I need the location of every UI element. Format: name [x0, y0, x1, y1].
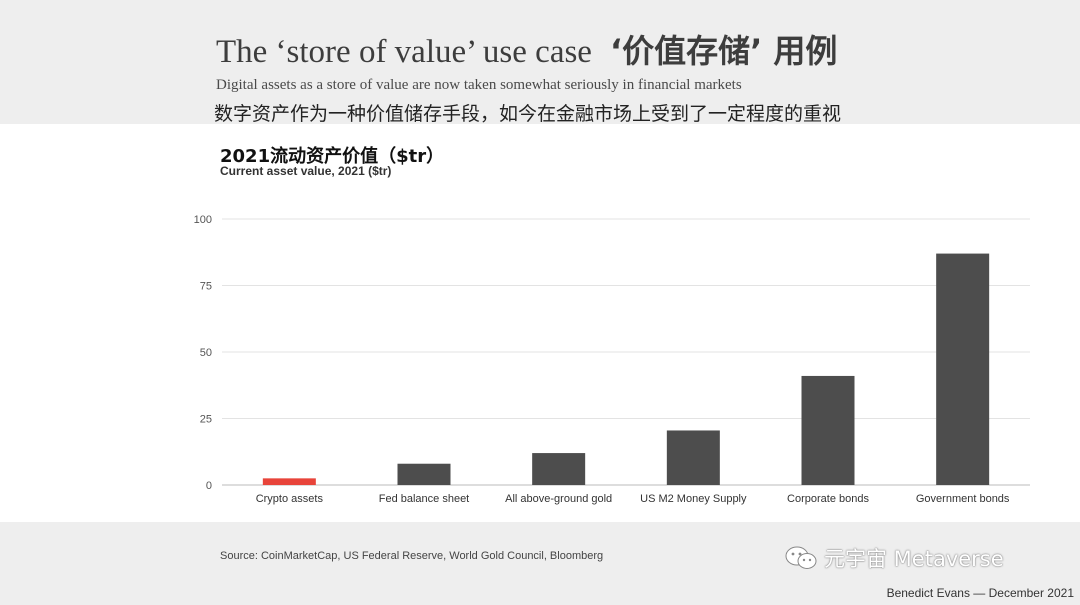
footer-band	[0, 522, 1080, 605]
slide-subtitle-zh: 数字资产作为一种价值储存手段，如今在金融市场上受到了一定程度的重视	[214, 103, 842, 125]
wechat-icon	[785, 546, 817, 569]
y-tick-label: 25	[200, 414, 212, 426]
x-tick-label: Crypto assets	[256, 493, 324, 505]
x-tick-label: Corporate bonds	[787, 493, 869, 505]
x-tick-label: US M2 Money Supply	[640, 493, 747, 505]
y-tick-label: 50	[200, 347, 212, 359]
slide-title-zh: ‘价值存储’ 用例	[609, 32, 838, 70]
y-tick-label: 75	[200, 281, 212, 293]
bar	[397, 463, 451, 485]
chart-title: 2021流动资产价值（$tr）	[220, 146, 445, 167]
slide-title-en: The ‘store of value’ use case	[216, 34, 592, 70]
bar	[532, 453, 586, 485]
y-tick-label: 0	[206, 480, 212, 492]
watermark-text: 元宇宙 Metaverse	[824, 547, 1004, 571]
bar	[801, 375, 855, 485]
bar	[936, 253, 990, 485]
watermark: 元宇宙 Metaverse	[784, 543, 1004, 573]
x-tick-label: Fed balance sheet	[379, 493, 470, 505]
x-tick-label: Government bonds	[916, 493, 1010, 505]
source-note: Source: CoinMarketCap, US Federal Reserv…	[220, 550, 604, 562]
slide-title: The ‘store of value’ use case ‘价值存储’ 用例	[216, 26, 837, 72]
credit: Benedict Evans — December 2021	[886, 586, 1074, 600]
bar	[262, 478, 316, 485]
bar	[666, 430, 720, 485]
chart-subtitle: Current asset value, 2021 ($tr)	[220, 164, 392, 178]
y-tick-label: 100	[194, 214, 212, 226]
slide-subtitle-en: Digital assets as a store of value are n…	[216, 77, 742, 93]
x-tick-label: All above-ground gold	[505, 493, 612, 505]
header-band	[0, 0, 1080, 124]
